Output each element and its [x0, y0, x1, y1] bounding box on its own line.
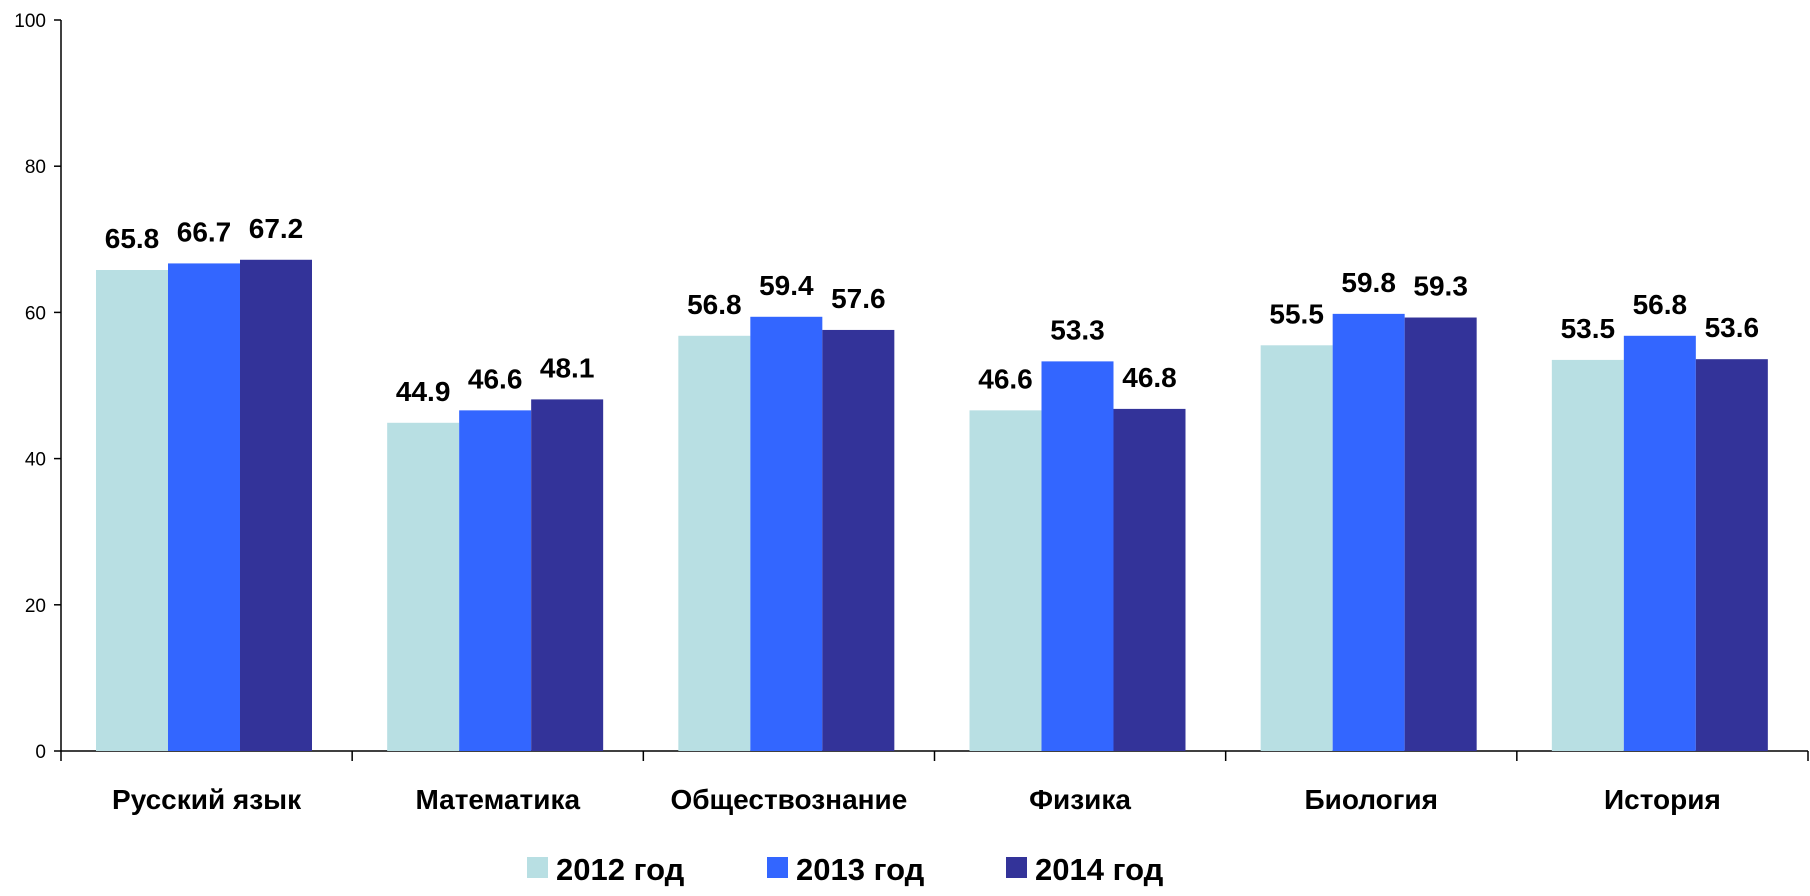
- bar: [1551, 359, 1624, 751]
- bar: [1332, 313, 1405, 751]
- bar: [1623, 335, 1696, 751]
- bar-value-label: 46.8: [1122, 362, 1177, 393]
- data-labels: 65.8 44.9 56.8 46.6 55.5 53.5 66.7 46.6 59.4 53.3…: [105, 213, 1759, 407]
- bar-value-label: 67.2: [249, 213, 304, 244]
- y-tick-label: 40: [25, 450, 46, 471]
- bar-value-label: 48.1: [540, 352, 595, 383]
- bar: [531, 399, 604, 751]
- bar-value-label: 44.9: [396, 376, 451, 407]
- legend-label: 2013 год: [796, 852, 925, 887]
- bar-value-label: 55.5: [1269, 298, 1324, 329]
- legend-swatch: [527, 857, 548, 878]
- legend-swatch: [1006, 857, 1027, 878]
- bar: [1695, 359, 1768, 751]
- bar-value-label: 56.8: [687, 289, 742, 320]
- x-category-label: Обществознание: [670, 784, 907, 815]
- bars: [96, 259, 1768, 751]
- bar-value-label: 46.6: [468, 363, 523, 394]
- bar: [750, 316, 823, 751]
- bar: [387, 422, 460, 751]
- legend-label: 2014 год: [1035, 852, 1164, 887]
- bar: [96, 270, 168, 751]
- x-category-label: Русский язык: [112, 784, 302, 815]
- bar: [1260, 345, 1333, 751]
- bar-value-label: 59.4: [759, 270, 814, 301]
- legend-swatch: [767, 857, 788, 878]
- bar-value-label: 56.8: [1633, 289, 1688, 320]
- bar-value-label: 53.3: [1050, 314, 1105, 345]
- bar: [822, 329, 895, 751]
- bar-value-label: 59.3: [1413, 271, 1468, 302]
- x-category-label: Математика: [415, 784, 580, 815]
- legend: 2012 год 2013 год 2014 год: [527, 852, 1164, 887]
- x-category-label: Физика: [1029, 784, 1131, 815]
- bar: [168, 263, 240, 751]
- y-tick-label: 100: [14, 11, 46, 32]
- bar: [1041, 361, 1114, 751]
- legend-label: 2012 год: [556, 852, 685, 887]
- bar: [969, 410, 1042, 751]
- bar-value-label: 66.7: [177, 216, 232, 247]
- bar: [1404, 317, 1477, 751]
- bar: [1113, 408, 1186, 751]
- bar: [678, 335, 751, 751]
- x-category-label: История: [1604, 784, 1721, 815]
- bar: [459, 410, 532, 751]
- bar: [240, 259, 312, 751]
- y-tick-label: 20: [25, 596, 46, 617]
- bar-value-label: 53.6: [1705, 312, 1760, 343]
- y-tick-label: 0: [35, 742, 46, 763]
- y-tick-label: 60: [25, 303, 46, 324]
- bar-value-label: 53.5: [1561, 313, 1616, 344]
- bar-value-label: 65.8: [105, 223, 160, 254]
- bar-value-label: 59.8: [1341, 267, 1396, 298]
- axes: 0 20 40 60 80 100 Русский язык Математика Общест…: [14, 11, 1809, 815]
- bar-value-label: 46.6: [978, 363, 1033, 394]
- bar-value-label: 57.6: [831, 283, 886, 314]
- y-tick-label: 80: [25, 157, 46, 178]
- x-category-label: Биология: [1305, 784, 1438, 815]
